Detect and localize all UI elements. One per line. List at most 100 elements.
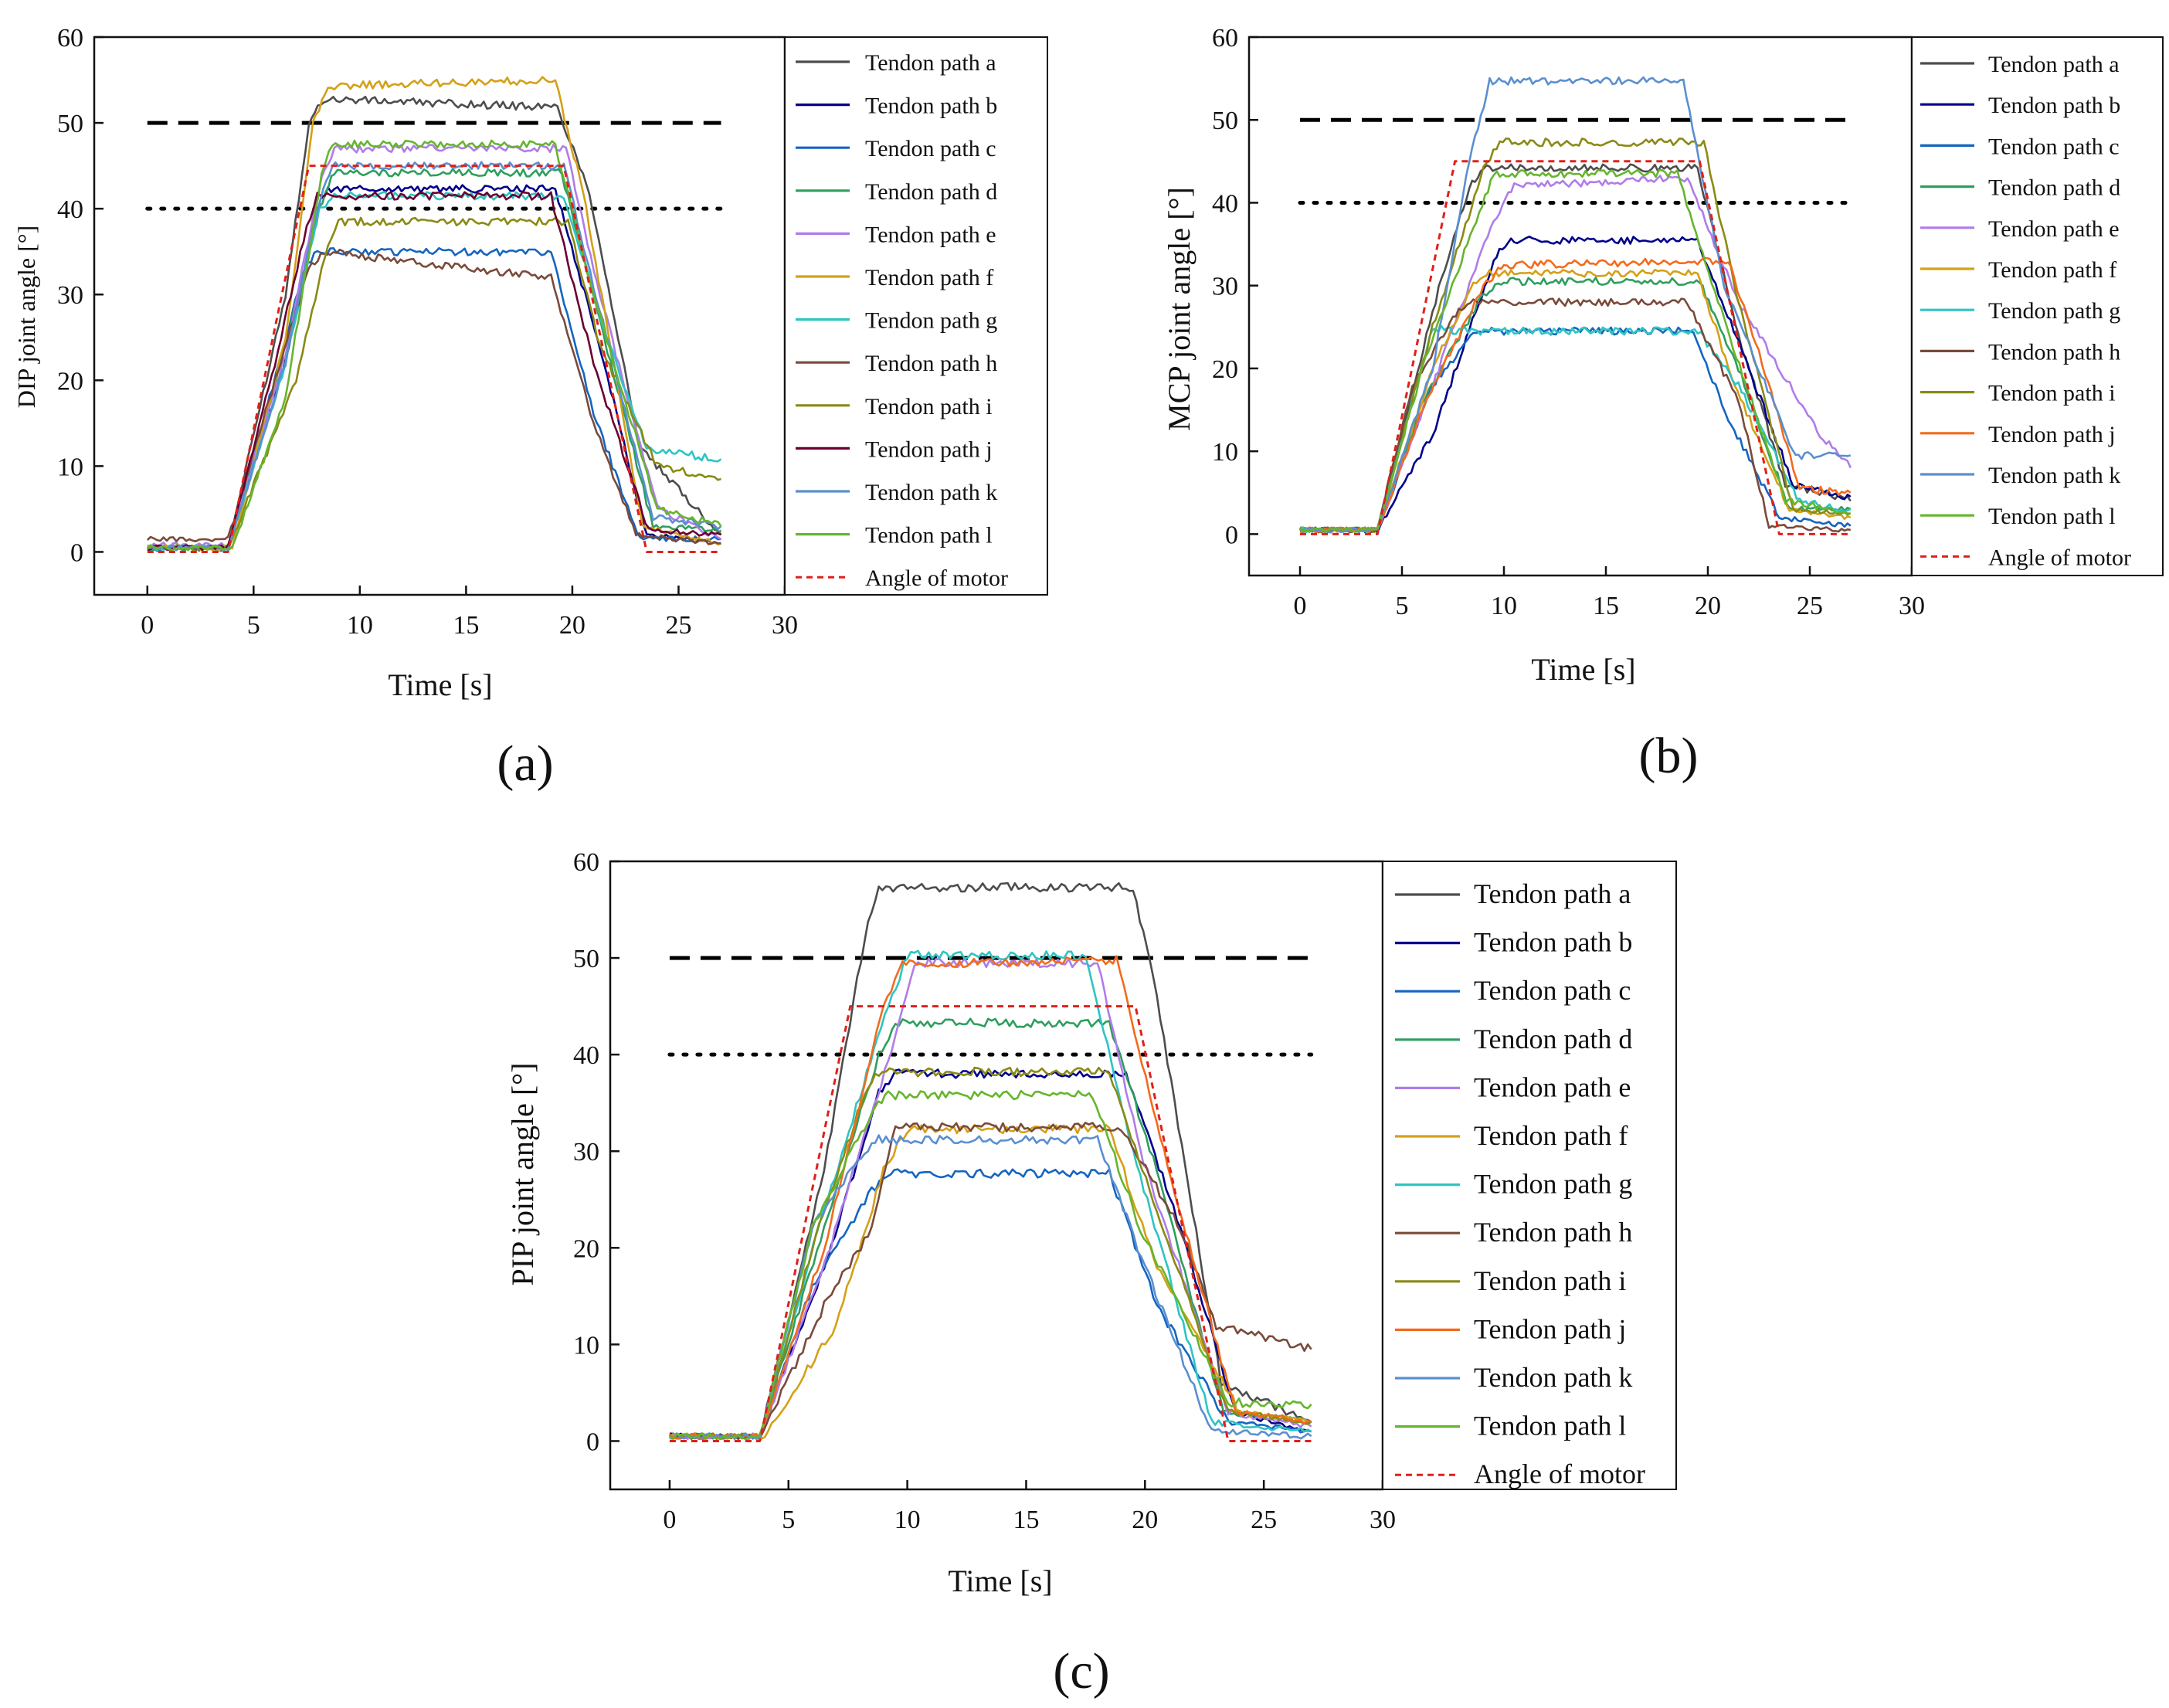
series-group [1298, 76, 1852, 535]
legend-label: Tendon path h [1988, 339, 2120, 365]
legend-label: Tendon path e [1988, 216, 2120, 242]
legend-label: Tendon path c [1474, 975, 1631, 1006]
x-tick-label: 30 [1370, 1506, 1396, 1534]
legend-label: Tendon path k [865, 480, 997, 505]
y-tick-label: 20 [57, 367, 83, 396]
legend-label: Tendon path b [865, 93, 997, 119]
legend-label: Angle of motor [1474, 1458, 1645, 1489]
legend-label: Tendon path f [865, 265, 993, 290]
legend-label: Tendon path d [1474, 1024, 1632, 1054]
x-tick-label: 25 [1797, 592, 1823, 620]
legend-label: Tendon path g [865, 308, 997, 334]
panel-label: (a) [497, 735, 553, 792]
legend-label: Tendon path i [1474, 1265, 1626, 1296]
y-tick-label: 60 [573, 848, 599, 877]
y-tick-label: 60 [57, 24, 83, 53]
legend-label: Tendon path g [1988, 298, 2120, 324]
series-line-tendon-path-f [147, 76, 721, 552]
legend-label: Tendon path l [1988, 504, 2116, 529]
legend-label: Angle of motor [1988, 545, 2131, 570]
x-axis-title: Time [s] [388, 667, 492, 702]
series-line-tendon-path-c [669, 1168, 1312, 1441]
series-group [146, 76, 722, 553]
series-line-tendon-path-b [1299, 236, 1852, 534]
series-line-tendon-path-h [669, 1122, 1312, 1441]
legend-label: Tendon path l [1474, 1411, 1626, 1441]
legend-label: Tendon path e [865, 222, 996, 247]
series-line-tendon-path-j [1299, 256, 1852, 534]
y-tick-label: 10 [1212, 438, 1238, 467]
y-tick-label: 50 [1212, 107, 1238, 135]
legend-label: Tendon path l [865, 523, 993, 548]
legend-label: Tendon path h [1474, 1217, 1632, 1248]
y-tick-label: 20 [1212, 355, 1238, 384]
series-line-tendon-path-g [147, 191, 722, 552]
x-tick-label: 0 [1294, 592, 1307, 620]
series-line-tendon-path-k [1299, 76, 1852, 534]
legend-label: Tendon path b [1988, 93, 2120, 118]
series-line-tendon-path-j [147, 191, 722, 552]
series-line-tendon-path-g [669, 949, 1312, 1441]
series-line-tendon-path-a [669, 881, 1312, 1440]
x-tick-label: 10 [894, 1506, 921, 1534]
series-group [668, 881, 1312, 1442]
y-tick-label: 0 [70, 538, 83, 567]
series-line-angle-of-motor [669, 1005, 1312, 1442]
y-tick-label: 30 [573, 1138, 599, 1166]
x-tick-label: 20 [559, 611, 586, 640]
x-tick-label: 15 [1593, 592, 1619, 620]
x-tick-label: 5 [782, 1506, 795, 1534]
legend: Tendon path a Tendon path b Tendon path c T… [1911, 36, 2164, 576]
y-tick-label: 40 [1212, 189, 1238, 218]
legend-box [784, 36, 1048, 596]
x-tick-label: 30 [1899, 592, 1925, 620]
x-tick-label: 15 [453, 611, 479, 640]
y-tick-label: 30 [57, 281, 83, 310]
y-tick-label: 40 [57, 195, 83, 224]
x-tick-label: 25 [665, 611, 691, 640]
x-tick-label: 15 [1013, 1506, 1039, 1534]
legend-box [1911, 36, 2164, 576]
x-tick-label: 5 [247, 611, 260, 640]
legend-label: Tendon path c [1988, 134, 2120, 159]
legend-label: Tendon path k [1474, 1362, 1632, 1393]
series-line-tendon-path-l [146, 139, 722, 552]
legend-label: Tendon path d [865, 179, 997, 205]
series-line-tendon-path-l [1299, 168, 1852, 533]
panel-label: (c) [1053, 1643, 1109, 1700]
legend-box [1382, 861, 1677, 1490]
legend-label: Tendon path d [1988, 175, 2120, 201]
series-line-tendon-path-j [668, 955, 1312, 1441]
legend-label: Tendon path b [1474, 927, 1632, 958]
x-tick-label: 0 [663, 1506, 676, 1534]
legend-label: Tendon path f [1474, 1120, 1628, 1151]
series-line-tendon-path-k [147, 161, 722, 552]
y-tick-label: 50 [573, 945, 599, 973]
legend-label: Tendon path g [1474, 1169, 1632, 1200]
legend-label: Tendon path f [1988, 257, 2116, 283]
series-line-tendon-path-b [147, 184, 721, 552]
series-line-tendon-path-k [669, 1134, 1312, 1441]
legend-label: Tendon path h [865, 351, 997, 376]
x-tick-label: 10 [1491, 592, 1517, 620]
x-tick-label: 25 [1251, 1506, 1277, 1534]
legend-label: Tendon path a [1988, 52, 2120, 77]
series-line-angle-of-motor [147, 165, 721, 553]
series-line-tendon-path-f [669, 1123, 1312, 1440]
panel-label: (b) [1639, 728, 1699, 784]
series-line-tendon-path-i [669, 1066, 1312, 1440]
y-tick-label: 60 [1212, 24, 1238, 53]
series-line-angle-of-motor [1300, 160, 1851, 535]
series-line-tendon-path-e [669, 957, 1312, 1441]
x-tick-label: 0 [141, 611, 154, 640]
series-line-tendon-path-i [1299, 138, 1851, 534]
y-tick-label: 10 [57, 453, 83, 481]
legend-label: Angle of motor [865, 565, 1008, 591]
x-axis-title: Time [s] [948, 1564, 1052, 1598]
legend-label: Tendon path c [865, 136, 996, 161]
legend-label: Tendon path i [1988, 381, 2116, 406]
plot-frame [93, 36, 786, 596]
legend-label: Tendon path j [1988, 422, 2116, 447]
